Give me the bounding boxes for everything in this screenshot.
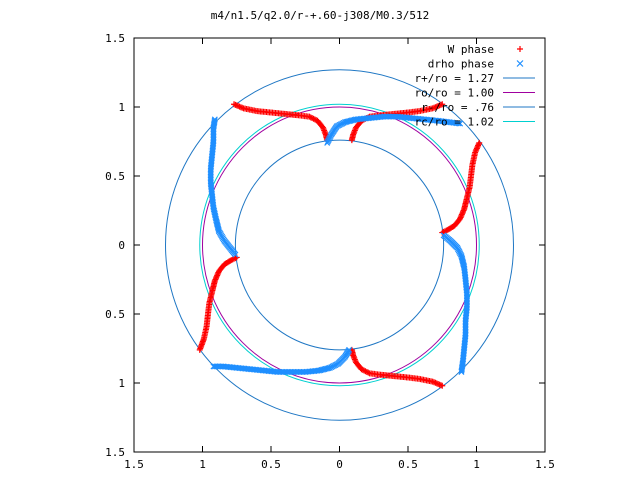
w-phase-point	[365, 369, 372, 376]
drho-phase-point	[458, 367, 465, 374]
drho-phase-point	[211, 117, 218, 124]
legend-label: drho phase	[428, 58, 494, 71]
x-tick-label: 1	[199, 458, 206, 471]
circle-r-0-76	[234, 139, 445, 351]
w-phase-point	[229, 256, 236, 263]
legend-label: r-/ro = .76	[421, 101, 494, 114]
x-tick-label: 1	[473, 458, 480, 471]
chart-title: m4/n1.5/q2.0/r-+.60-j308/M0.3/512	[210, 9, 430, 22]
drho-phase-point	[455, 120, 462, 127]
circle-r-1	[202, 106, 477, 384]
w-phase-point	[443, 227, 450, 234]
w-phase-point	[348, 137, 355, 144]
w-phase-point	[310, 115, 317, 122]
axis-ticks: 1.5 1 0.5 0 0.5 1 1.51.510.500.511.5	[105, 32, 555, 471]
x-tick-label: 0.5	[398, 458, 418, 471]
y-tick-label: 1	[118, 101, 125, 114]
drho-phase-point	[457, 120, 464, 127]
w-phase-point	[440, 228, 447, 235]
y-tick-label: 1.5	[105, 446, 125, 459]
w-phase-point	[311, 116, 318, 123]
y-tick-label: 0.5	[105, 170, 125, 183]
drho-phase-point	[210, 363, 217, 370]
legend-label: ro/ro = 1.00	[415, 87, 494, 100]
w-phase-point	[232, 255, 239, 262]
circle-r-1-02	[199, 103, 480, 387]
circle-r-1-27	[165, 69, 514, 421]
w-phase-point	[444, 226, 451, 233]
phase-markers	[196, 101, 483, 389]
w-phase-point	[363, 368, 370, 375]
drho-phase-point	[212, 363, 219, 370]
w-phase-point	[228, 257, 235, 264]
legend-label: r+/ro = 1.27	[415, 72, 494, 85]
legend-marker-x	[516, 60, 524, 67]
w-phase-point	[362, 368, 369, 375]
w-phase-point	[306, 113, 313, 120]
x-tick-label: 0	[336, 458, 343, 471]
w-phase-point	[307, 114, 314, 121]
y-tick-label: 1.5	[105, 32, 125, 45]
x-tick-label: 1.5	[535, 458, 555, 471]
x-tick-label: 1.5	[124, 458, 144, 471]
x-tick-label: 0.5	[261, 458, 281, 471]
drho-phase-point	[458, 368, 465, 375]
reference-circles	[165, 69, 514, 421]
drho-phase-point	[211, 116, 218, 123]
legend-label: W phase	[448, 43, 494, 56]
y-tick-label: 1	[118, 377, 125, 390]
w-phase-point	[361, 367, 368, 374]
y-tick-label: 0.5	[105, 308, 125, 321]
w-phase-point	[366, 370, 373, 377]
legend-marker-plus	[517, 46, 523, 52]
w-phase-point	[309, 115, 316, 122]
legend-label: rc/ro = 1.02	[415, 116, 494, 129]
y-tick-label: 0	[118, 239, 125, 252]
